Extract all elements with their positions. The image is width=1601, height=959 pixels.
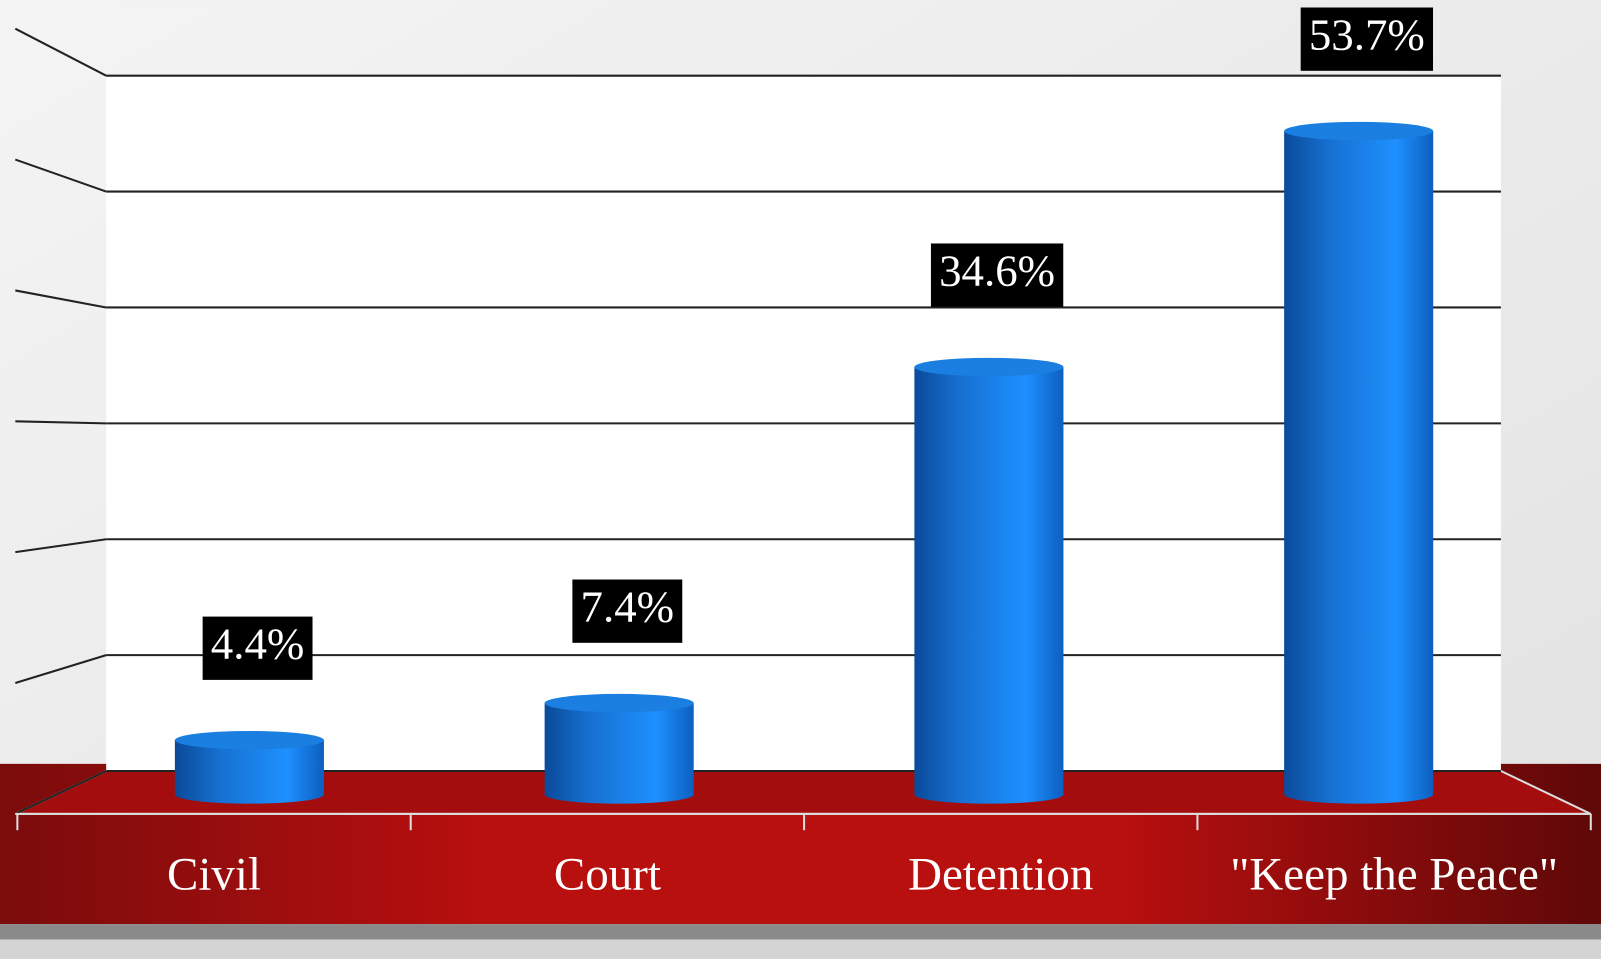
value-label-box: [202, 616, 313, 680]
bottom-strip-light: [0, 939, 1601, 959]
bar-body: [1284, 131, 1434, 804]
side-grid-line: [15, 654, 107, 685]
bar-body: [544, 703, 694, 804]
side-grid-line: [14, 158, 107, 193]
x-tick-label: Civil: [167, 847, 262, 900]
bottom-strip: [0, 924, 1601, 940]
bar-top: [544, 693, 694, 713]
value-label-box: [572, 579, 683, 643]
bar-top: [174, 730, 324, 750]
x-tick-label: Detention: [908, 847, 1094, 900]
value-label: 53.7%: [1309, 9, 1425, 59]
value-label: 7.4%: [581, 581, 675, 631]
x-tick-label: Court: [553, 847, 661, 900]
bar-top: [1284, 121, 1434, 141]
value-label: 34.6%: [939, 245, 1055, 295]
side-grid-line: [14, 27, 107, 77]
x-label-box: Court: [553, 847, 661, 900]
bar-body: [914, 367, 1064, 804]
side-grid-line: [14, 770, 107, 815]
value-label-box: [930, 243, 1064, 307]
bar: [1284, 121, 1434, 804]
bar: [174, 730, 324, 804]
value-label: 4.4%: [211, 619, 305, 669]
bar: [544, 693, 694, 804]
bar-top: [914, 357, 1064, 377]
x-label-box: Detention: [908, 847, 1094, 900]
bar: [914, 357, 1064, 804]
side-grid-line: [15, 289, 107, 309]
x-label-box: Civil: [167, 847, 262, 900]
x-tick-label: "Keep the Peace": [1230, 847, 1559, 900]
value-label-box: [1300, 7, 1434, 71]
side-grid-line: [15, 538, 107, 554]
bar-body: [174, 740, 324, 804]
x-label-box: "Keep the Peace": [1230, 847, 1559, 900]
side-grid-line: [15, 420, 107, 425]
